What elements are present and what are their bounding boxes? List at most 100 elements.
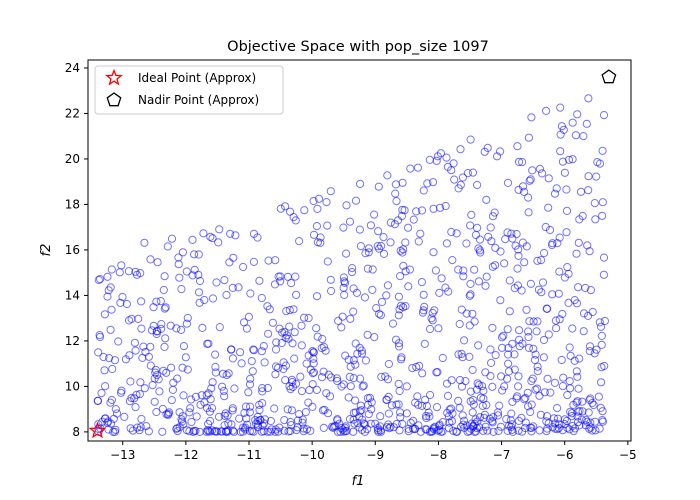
population-point [135, 390, 144, 399]
population-point [239, 423, 248, 432]
population-point [127, 314, 136, 323]
population-point [487, 237, 496, 246]
population-point [442, 379, 452, 388]
population-point [409, 215, 418, 224]
population-point [533, 317, 542, 326]
population-point [375, 309, 384, 318]
population-point [557, 355, 566, 365]
population-point [179, 420, 188, 429]
population-point [584, 172, 593, 181]
population-point [441, 201, 450, 211]
population-point [334, 316, 343, 325]
population-point [161, 334, 170, 343]
population-point [396, 301, 405, 310]
population-point [567, 409, 577, 418]
x-tick-label: −13 [110, 448, 135, 462]
population-point [562, 228, 571, 237]
population-point [152, 407, 161, 417]
population-point [417, 278, 426, 287]
population-point [309, 196, 318, 206]
population-point [586, 286, 596, 295]
x-tick-label: −12 [173, 448, 198, 462]
population-point [405, 265, 414, 274]
population-point [584, 408, 593, 417]
population-point [435, 203, 445, 212]
y-tick-label: 10 [65, 379, 80, 393]
population-point [173, 424, 182, 433]
population-point [555, 233, 564, 242]
population-point [342, 201, 351, 210]
population-point [583, 241, 592, 250]
population-point [339, 223, 348, 232]
population-point [555, 420, 564, 429]
population-point [152, 371, 162, 380]
population-point [306, 426, 315, 435]
population-point [100, 366, 109, 375]
population-point [285, 306, 294, 315]
population-point [237, 359, 246, 368]
population-point [103, 418, 112, 427]
population-point [553, 425, 562, 434]
population-point [93, 396, 103, 405]
population-point [280, 327, 289, 337]
x-axis-label: f1 [352, 474, 365, 489]
population-point [508, 397, 517, 406]
population-point [109, 414, 118, 423]
population-point [338, 425, 347, 434]
population-point [374, 227, 383, 236]
population-point [488, 382, 497, 391]
population-point [214, 238, 223, 247]
population-point [215, 323, 224, 332]
population-point [494, 426, 503, 436]
population-point [219, 386, 228, 396]
population-point [363, 425, 372, 434]
population-point [399, 303, 408, 312]
population-point [579, 309, 589, 318]
population-point [197, 391, 206, 400]
population-point [116, 298, 125, 307]
population-point [267, 425, 276, 434]
population-point [514, 426, 523, 435]
population-point [482, 272, 491, 281]
population-point [565, 343, 574, 352]
population-point [349, 427, 358, 436]
population-point [591, 426, 600, 435]
population-point [375, 244, 384, 253]
population-point [462, 309, 471, 318]
population-point [100, 310, 110, 319]
population-point [190, 426, 199, 435]
population-point [567, 412, 576, 421]
population-point [551, 316, 561, 325]
population-point [304, 351, 313, 360]
population-point [280, 426, 289, 435]
population-point [481, 422, 490, 431]
population-point [228, 354, 237, 363]
population-point [218, 382, 227, 391]
population-point [182, 267, 191, 276]
population-point [429, 204, 438, 213]
population-point [317, 343, 326, 353]
x-tick-label: −6 [556, 448, 574, 462]
population-point [564, 298, 573, 307]
population-point [370, 210, 379, 219]
y-tick-label: 14 [65, 288, 80, 302]
population-point [425, 427, 434, 436]
population-point [529, 422, 538, 431]
population-point [382, 395, 391, 404]
population-point [377, 241, 386, 251]
population-point [450, 175, 459, 184]
population-point [94, 275, 103, 285]
population-point [402, 409, 411, 418]
population-point [337, 323, 346, 332]
population-point [503, 178, 513, 187]
x-axis: −13 −12 −11 −10 −9 −8 −7 −6 −5 [110, 441, 637, 462]
population-point [504, 421, 513, 430]
population-point [384, 409, 393, 418]
population-point [327, 373, 336, 382]
population-point [531, 385, 540, 394]
population-point [540, 248, 549, 258]
population-point [523, 388, 532, 397]
x-tick-label: −5 [619, 448, 637, 462]
population-point [99, 352, 108, 362]
population-point [493, 408, 502, 417]
